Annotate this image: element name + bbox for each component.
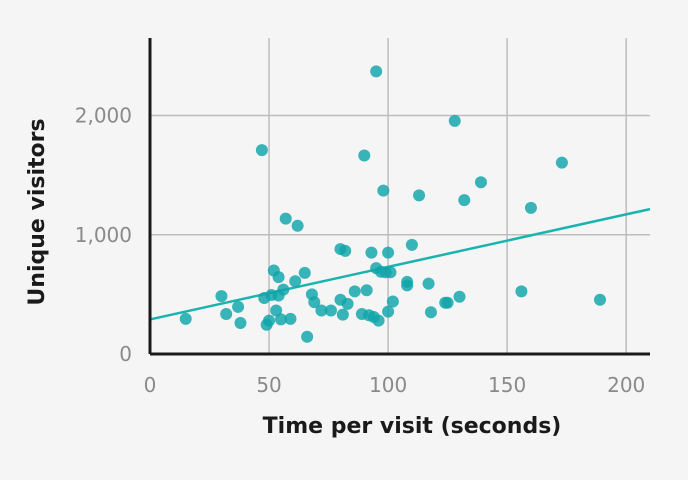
- x-tick-label: 0: [144, 373, 157, 397]
- x-tick-label: 50: [256, 373, 281, 397]
- data-point: [277, 283, 290, 296]
- data-point: [422, 277, 435, 290]
- trend-line: [149, 207, 651, 321]
- data-point: [289, 275, 302, 288]
- data-point: [284, 312, 297, 325]
- data-point: [360, 284, 373, 297]
- data-point: [474, 176, 487, 189]
- data-point: [315, 304, 328, 317]
- data-point: [382, 305, 395, 318]
- data-point: [372, 314, 385, 327]
- data-point: [301, 330, 314, 343]
- data-point: [234, 316, 247, 329]
- data-point: [424, 306, 437, 319]
- data-point: [270, 304, 283, 317]
- data-point: [308, 296, 321, 309]
- data-point: [405, 238, 418, 251]
- data-point: [441, 296, 454, 309]
- data-point: [291, 219, 304, 232]
- y-tick-label: 0: [119, 342, 132, 366]
- y-tick-label: 1,000: [75, 223, 132, 247]
- data-point: [220, 308, 233, 321]
- data-point: [358, 149, 371, 162]
- data-point: [179, 312, 192, 325]
- data-point: [401, 275, 414, 288]
- data-point: [279, 212, 292, 225]
- data-point: [298, 266, 311, 279]
- data-point: [555, 156, 568, 169]
- x-axis-title: Time per visit (seconds): [263, 414, 562, 439]
- data-point: [448, 114, 461, 127]
- trendline-layer: [149, 207, 651, 321]
- data-point: [377, 184, 390, 197]
- data-point: [339, 244, 352, 257]
- data-point: [336, 308, 349, 321]
- data-point: [594, 293, 606, 306]
- x-tick-label: 200: [607, 373, 645, 397]
- x-tick-labels: 0 50 100 150 200: [144, 373, 646, 397]
- data-point: [413, 189, 426, 202]
- y-tick-labels: 0 1,000 2,000: [75, 104, 132, 366]
- x-tick-label: 150: [488, 373, 526, 397]
- y-tick-label: 2,000: [75, 104, 132, 128]
- data-point: [382, 246, 395, 259]
- y-axis-title: Unique visitors: [25, 118, 50, 305]
- data-point: [341, 297, 354, 310]
- x-tick-label: 100: [369, 373, 407, 397]
- data-point: [370, 65, 383, 78]
- data-point: [384, 266, 397, 279]
- points-layer: [179, 65, 606, 343]
- data-point: [365, 246, 378, 259]
- data-point: [232, 300, 245, 313]
- data-point: [458, 194, 471, 207]
- data-point: [215, 290, 228, 303]
- data-point: [255, 144, 268, 157]
- data-point: [263, 314, 276, 327]
- y-gridlines: [150, 114, 650, 236]
- data-point: [386, 295, 399, 308]
- data-point: [324, 304, 337, 317]
- data-point: [272, 271, 285, 284]
- data-point: [348, 285, 361, 298]
- data-point: [453, 290, 466, 303]
- data-point: [515, 285, 528, 298]
- data-point: [524, 201, 537, 214]
- data-point: [274, 313, 287, 326]
